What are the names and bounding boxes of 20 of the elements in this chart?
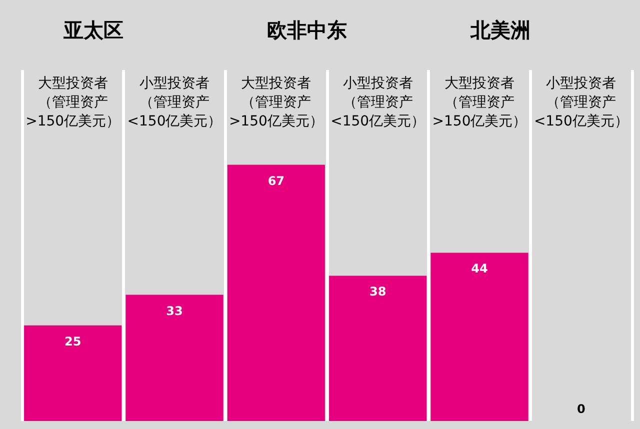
bar: [24, 325, 122, 421]
bar: [329, 276, 427, 421]
data-label: 38: [369, 284, 386, 299]
text: 北美洲: [469, 18, 530, 42]
x-tick-label: 小型投资者（管理资产<150亿美元）: [330, 76, 426, 130]
data-label: 33: [166, 304, 183, 318]
x-tick-label: 小型投资者（管理资产<150亿美元）: [534, 76, 628, 130]
data-label: 0: [576, 402, 586, 416]
data-label: 25: [64, 334, 82, 348]
data-label: 44: [471, 262, 488, 276]
text: 亚太区: [62, 18, 124, 42]
bar: [430, 252, 528, 421]
data-label: 67: [268, 174, 285, 188]
bar: [227, 164, 325, 421]
bar: [126, 294, 224, 421]
x-tick-label: 大型投资者（管理资产>150亿美元）: [432, 76, 527, 130]
x-tick-label: 大型投资者（管理资产>150亿美元）: [26, 76, 120, 130]
text: 欧非中东: [267, 18, 347, 42]
x-tick-label: 大型投资者（管理资产>150亿美元）: [228, 76, 324, 130]
x-tick-label: 小型投资者（管理资产<150亿美元）: [127, 76, 222, 130]
